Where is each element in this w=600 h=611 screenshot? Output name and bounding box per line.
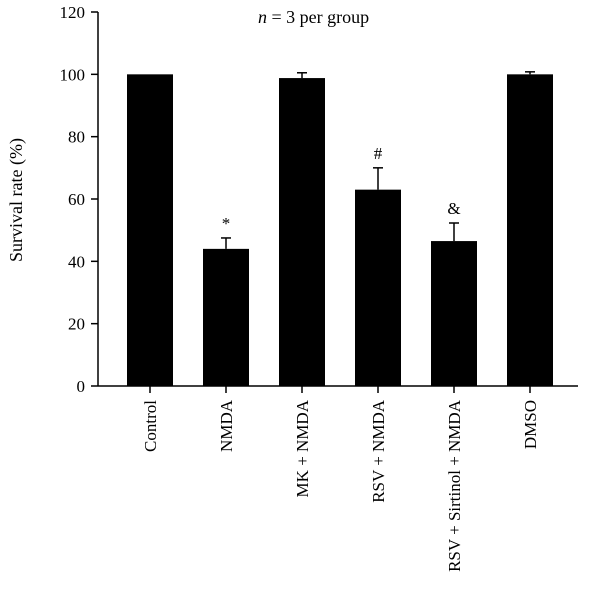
significance-marker: * [222,214,231,233]
x-tick-label: Control [141,400,160,452]
y-tick-label: 60 [68,190,85,209]
y-tick-label: 80 [68,128,85,147]
x-tick-label: RSV + NMDA [369,399,388,503]
bar [127,74,173,386]
x-axis-labels: Control NMDA MK + NMDA RSV + NMDA RSV + Sirt… [141,386,540,572]
y-tick-label: 0 [77,377,86,396]
x-tick-label: RSV + Sirtinol + NMDA [445,399,464,572]
bar [203,248,249,386]
y-tick-label: 120 [60,3,86,22]
x-tick-label: DMSO [521,400,540,449]
x-tick-label: MK + NMDA [293,399,312,497]
sample-size-annotation: n = 3 per group [258,7,369,27]
y-axis-ticks: 0 20 40 60 80 100 120 [60,3,98,396]
significance-marker: # [374,144,383,163]
y-tick-label: 20 [68,315,85,334]
y-tick-label: 40 [68,252,85,271]
y-tick-label: 100 [60,65,86,84]
bar [507,74,553,386]
bar [279,78,325,386]
x-tick-label: NMDA [217,399,236,452]
bars: * # & [127,71,553,386]
y-axis-title: Survival rate (%) [6,138,27,262]
significance-marker: & [447,199,460,218]
bar [431,241,477,386]
bar [355,189,401,386]
